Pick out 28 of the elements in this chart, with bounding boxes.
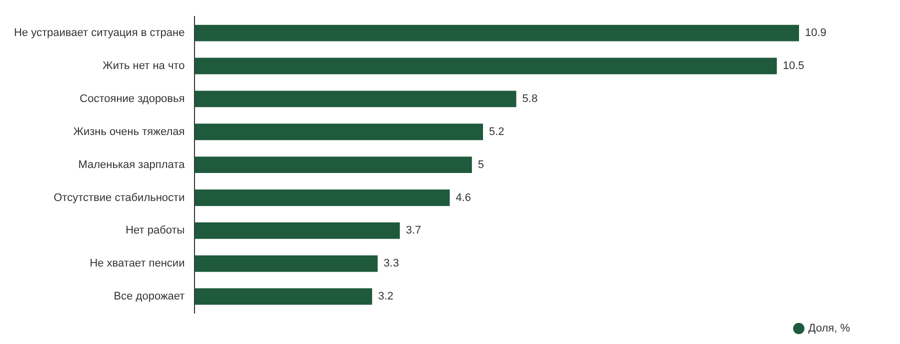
bar (194, 288, 372, 305)
y-tick-label: Маленькая зарплата (78, 158, 186, 171)
data-label: 5.8 (522, 92, 538, 105)
data-label: 3.3 (384, 258, 399, 270)
data-label: 3.2 (378, 290, 394, 303)
bar (194, 255, 378, 272)
data-label: 10.5 (782, 60, 804, 72)
y-tick-label: Жизнь очень тяжелая (73, 126, 185, 138)
y-tick-label: Не хватает пенсии (90, 258, 185, 270)
data-label: 5 (478, 158, 484, 171)
bar (194, 24, 800, 42)
legend-label: Доля, % (808, 322, 850, 335)
y-tick-label: Нет работы (126, 224, 185, 237)
bar (194, 156, 472, 174)
bar (194, 190, 450, 206)
bar (194, 58, 777, 74)
y-tick-label: Отсутствие стабильности (54, 192, 185, 204)
y-tick-label: Жить нет на что (102, 60, 185, 72)
data-label: 10.9 (805, 27, 826, 40)
bar (194, 222, 400, 239)
bar (194, 124, 484, 140)
data-label: 3.7 (406, 224, 422, 237)
data-label: 5.2 (489, 126, 504, 138)
y-tick-label: Все дорожает (114, 290, 185, 303)
data-label: 4.6 (456, 192, 472, 204)
bar (194, 90, 516, 108)
y-tick-label: Состояние здоровья (80, 92, 185, 105)
y-tick-label: Не устраивает ситуация в стране (14, 27, 185, 40)
